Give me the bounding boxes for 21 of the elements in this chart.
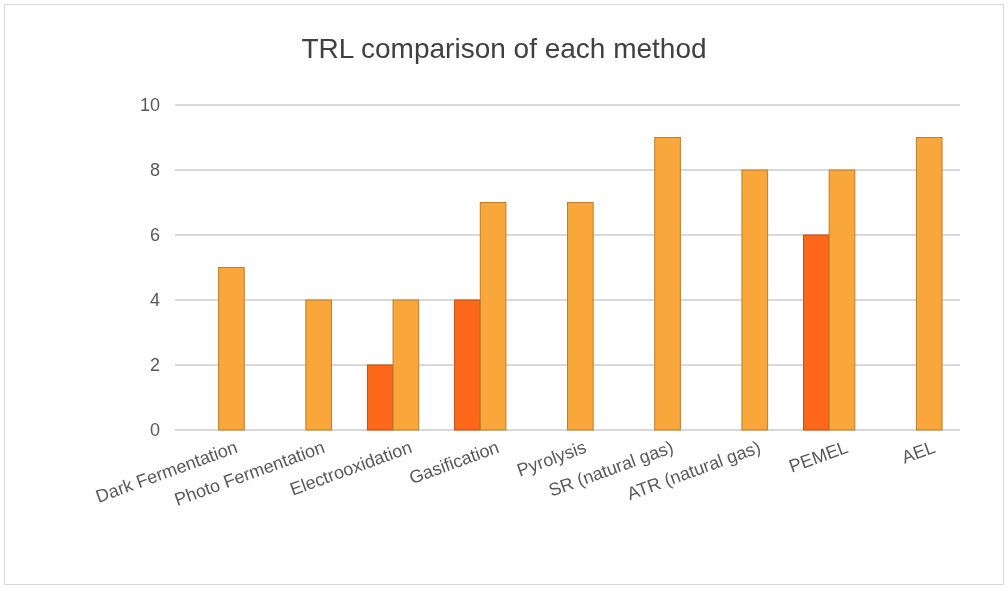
chart-title: TRL comparison of each method — [301, 33, 707, 64]
bar — [392, 299, 420, 431]
y-tick-label: 2 — [149, 355, 160, 376]
bar — [454, 299, 481, 431]
x-tick-label: AEL — [898, 436, 938, 468]
y-tick-label: 8 — [149, 160, 160, 181]
bar — [305, 299, 332, 431]
y-tick-label: 6 — [149, 225, 160, 246]
bar — [803, 234, 830, 431]
bar — [741, 169, 769, 431]
y-tick-label: 4 — [149, 290, 160, 311]
bar — [218, 267, 245, 431]
bar — [828, 169, 856, 431]
bar — [366, 364, 394, 431]
bar — [654, 137, 681, 431]
bar — [915, 137, 943, 431]
y-tick-label: 10 — [139, 95, 160, 116]
x-tick-label: PEMEL — [786, 436, 851, 477]
y-tick-label: 0 — [149, 420, 160, 441]
bar — [567, 202, 594, 431]
bar — [479, 202, 507, 431]
